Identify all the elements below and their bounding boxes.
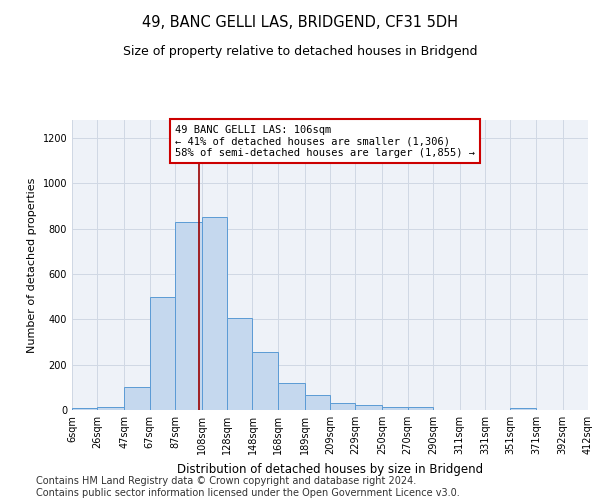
Bar [382, 407, 407, 410]
Bar [227, 318, 253, 410]
Bar [330, 403, 355, 410]
Bar [511, 408, 536, 410]
Text: Size of property relative to detached houses in Bridgend: Size of property relative to detached ho… [123, 45, 477, 58]
Bar [175, 222, 202, 410]
Bar [355, 406, 382, 410]
Bar [278, 383, 305, 410]
Bar [97, 406, 124, 410]
Bar [253, 352, 278, 410]
Bar [305, 396, 330, 410]
Text: Contains HM Land Registry data © Crown copyright and database right 2024.
Contai: Contains HM Land Registry data © Crown c… [36, 476, 460, 498]
Bar [202, 218, 227, 410]
X-axis label: Distribution of detached houses by size in Bridgend: Distribution of detached houses by size … [177, 462, 483, 475]
Bar [72, 408, 97, 410]
Text: 49 BANC GELLI LAS: 106sqm
← 41% of detached houses are smaller (1,306)
58% of se: 49 BANC GELLI LAS: 106sqm ← 41% of detac… [175, 124, 475, 158]
Bar [149, 296, 175, 410]
Bar [124, 388, 149, 410]
Bar [407, 407, 433, 410]
Text: 49, BANC GELLI LAS, BRIDGEND, CF31 5DH: 49, BANC GELLI LAS, BRIDGEND, CF31 5DH [142, 15, 458, 30]
Y-axis label: Number of detached properties: Number of detached properties [27, 178, 37, 352]
